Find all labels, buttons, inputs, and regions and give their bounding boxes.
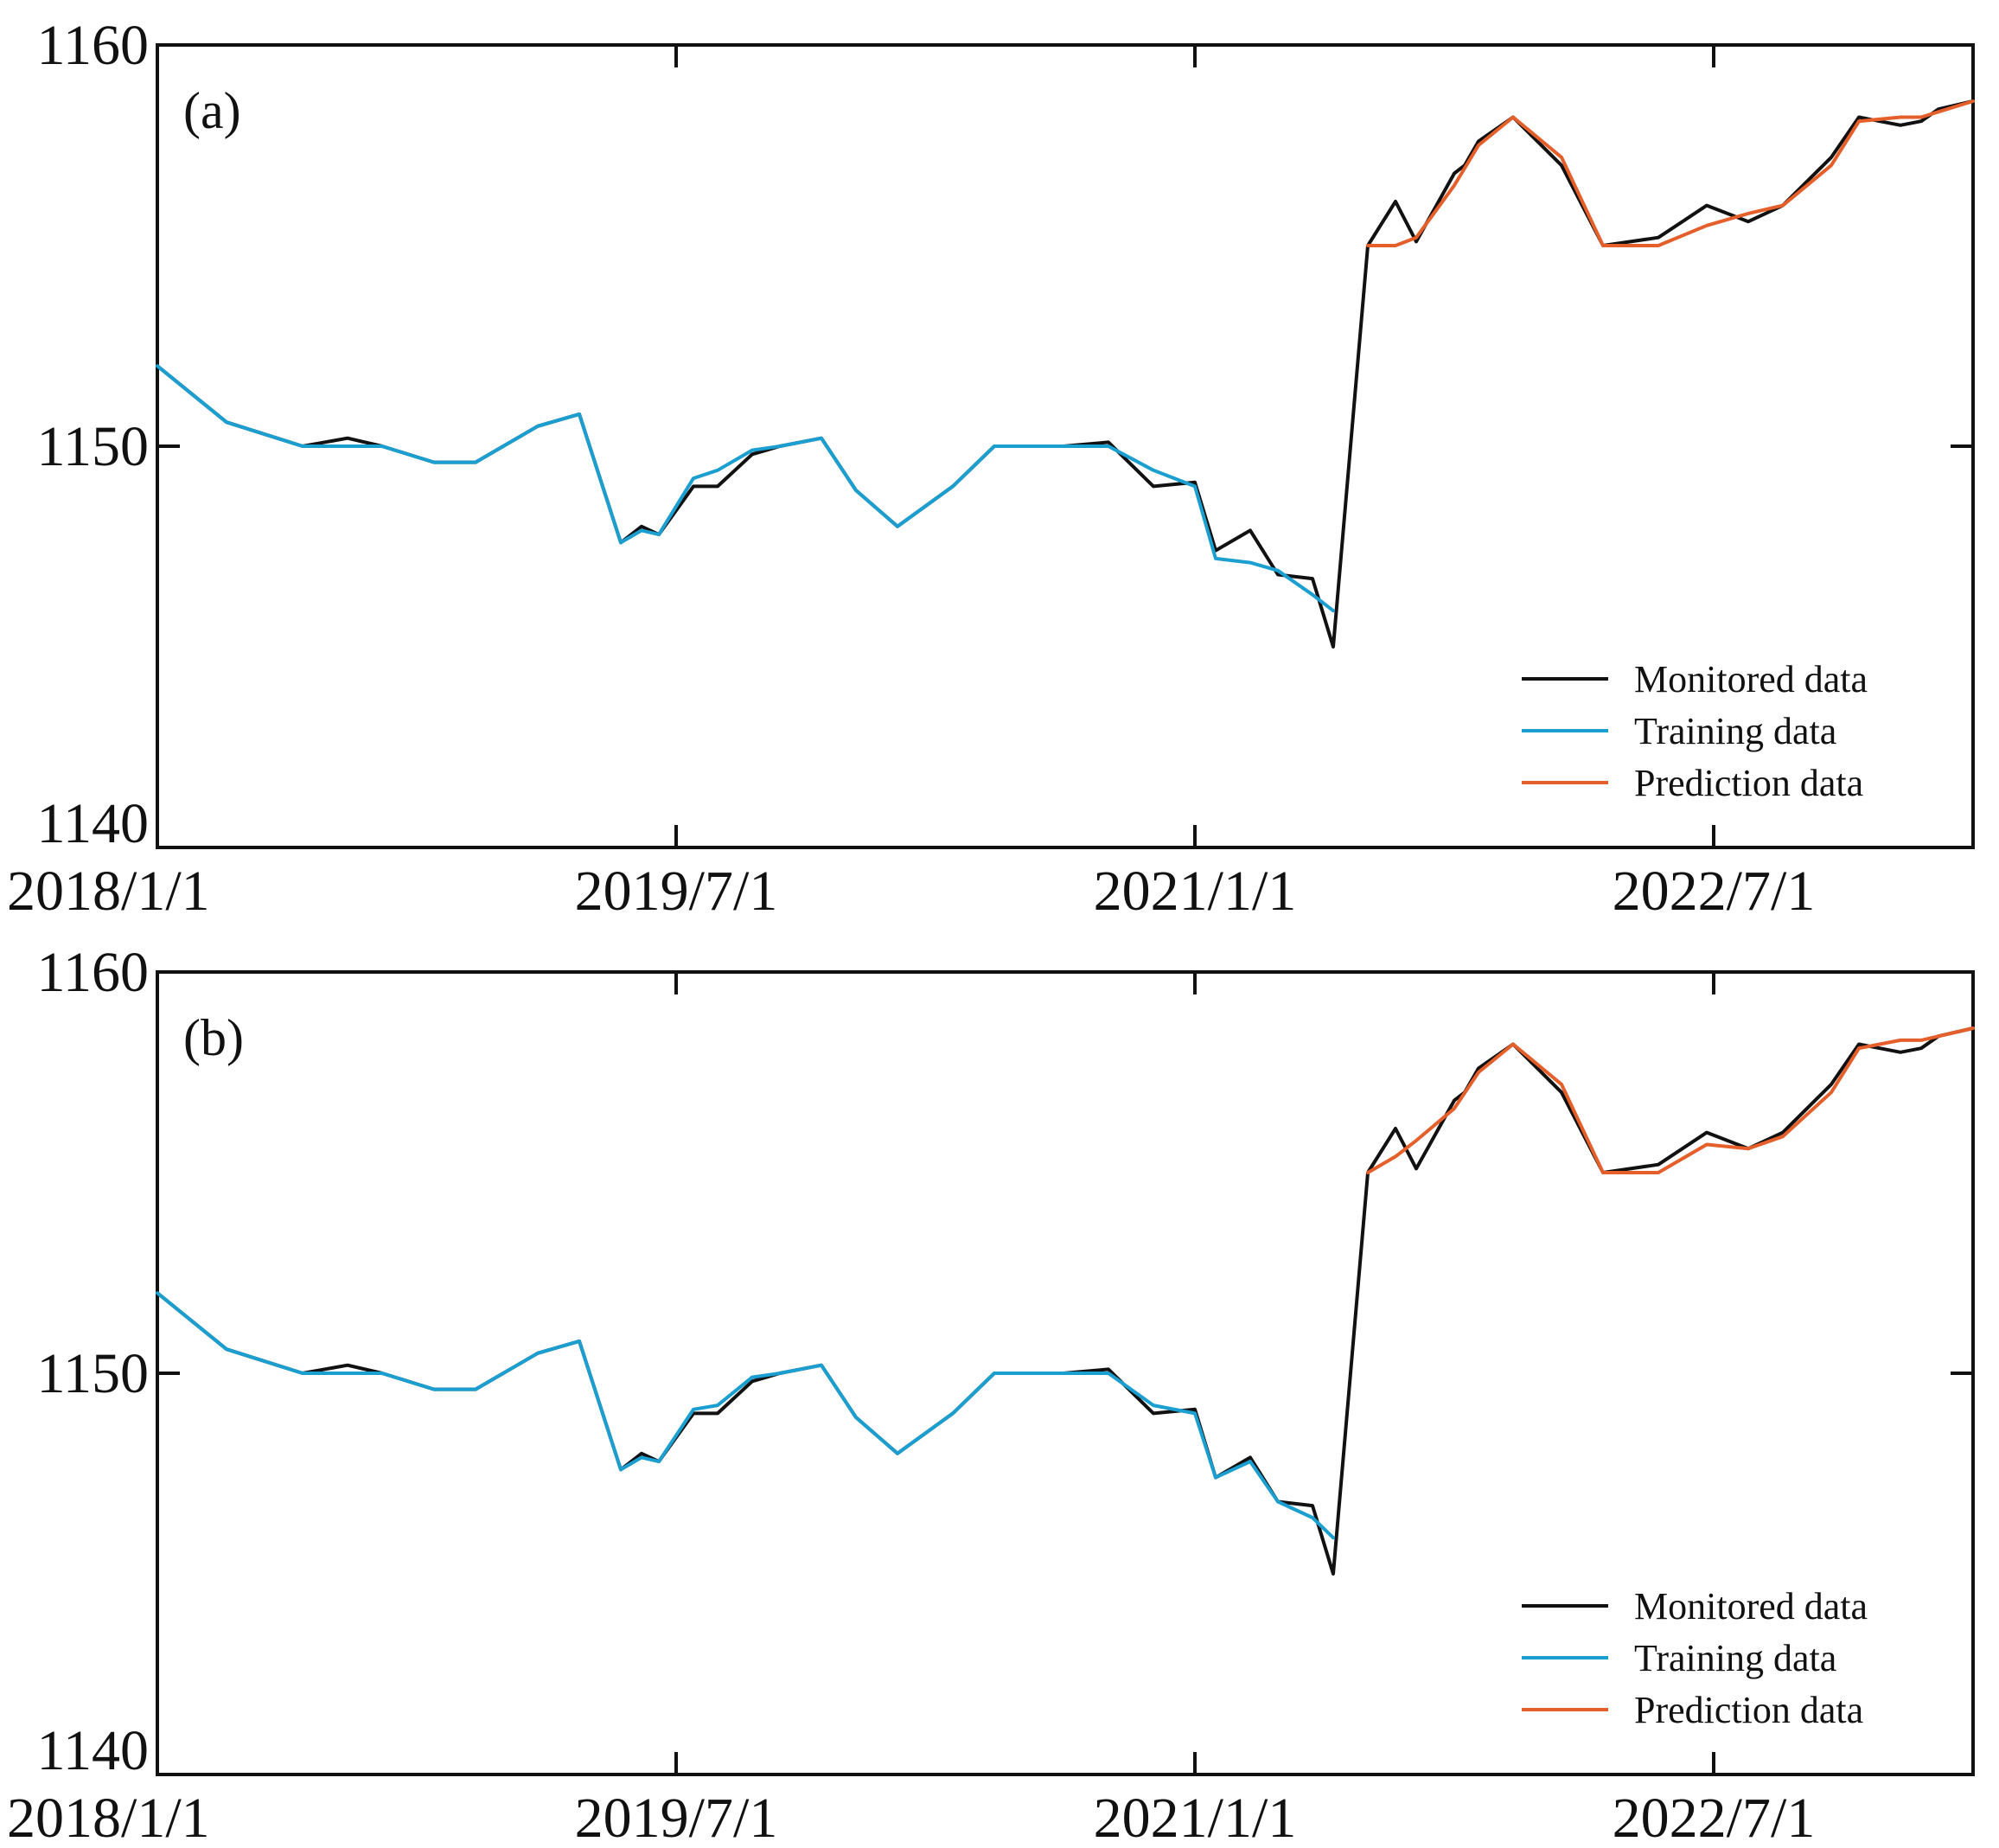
- x-tick-label: 2021/1/1: [1094, 1787, 1297, 1848]
- y-tick-label: 1160: [36, 941, 149, 1004]
- x-tick-label: 2018/1/1: [7, 1787, 210, 1848]
- legend-label: Monitored data: [1634, 658, 1868, 700]
- series-line-monitored-data: [156, 99, 1975, 649]
- series-line-monitored-data: [156, 1026, 1975, 1576]
- x-tick-label: 2021/1/1: [1094, 860, 1297, 923]
- legend-label: Monitored data: [1634, 1585, 1868, 1627]
- chart-panel-a: 1140 1150 1160 2018/1/1 2019/7/1 2021/1/1 2022…: [7, 14, 1975, 923]
- chart-panel-b: 1140 1150 1160 2018/1/1 2019/7/1 2021/1/1 2022…: [7, 941, 1975, 1848]
- panel-label: (a): [183, 82, 241, 139]
- y-tick-label: 1150: [36, 1342, 149, 1405]
- y-tick-label: 1140: [36, 792, 149, 855]
- y-tick-label: 1160: [36, 14, 149, 77]
- x-tick-label: 2018/1/1: [7, 860, 210, 923]
- series-line-prediction-data: [1366, 1026, 1975, 1174]
- series-line-training-data: [156, 1291, 1335, 1540]
- y-tick-label: 1150: [36, 415, 149, 478]
- x-tick-label: 2022/7/1: [1613, 860, 1816, 923]
- y-tick-label: 1140: [36, 1719, 149, 1782]
- panel-label: (b): [183, 1009, 244, 1066]
- x-tick-label: 2022/7/1: [1613, 1787, 1816, 1848]
- x-tick-label: 2019/7/1: [575, 860, 778, 923]
- legend-label: Training data: [1634, 1637, 1836, 1679]
- series-line-training-data: [156, 364, 1335, 613]
- legend-label: Training data: [1634, 710, 1836, 752]
- legend-label: Prediction data: [1634, 1689, 1863, 1731]
- series-line-prediction-data: [1366, 99, 1975, 247]
- legend-label: Prediction data: [1634, 762, 1863, 804]
- x-tick-label: 2019/7/1: [575, 1787, 778, 1848]
